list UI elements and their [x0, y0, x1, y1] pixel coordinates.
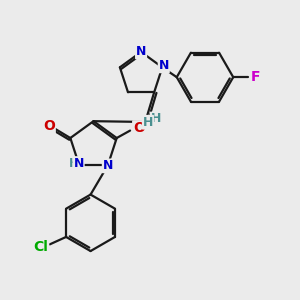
Text: H: H	[69, 157, 79, 170]
Text: N: N	[103, 159, 113, 172]
Text: H: H	[151, 112, 161, 125]
Text: N: N	[159, 59, 169, 72]
Text: F: F	[251, 70, 260, 84]
Text: O: O	[43, 119, 55, 133]
Text: N: N	[74, 157, 84, 170]
Text: O: O	[133, 121, 145, 135]
Text: N: N	[136, 45, 146, 58]
Text: Cl: Cl	[33, 240, 48, 254]
Text: H: H	[143, 116, 153, 129]
